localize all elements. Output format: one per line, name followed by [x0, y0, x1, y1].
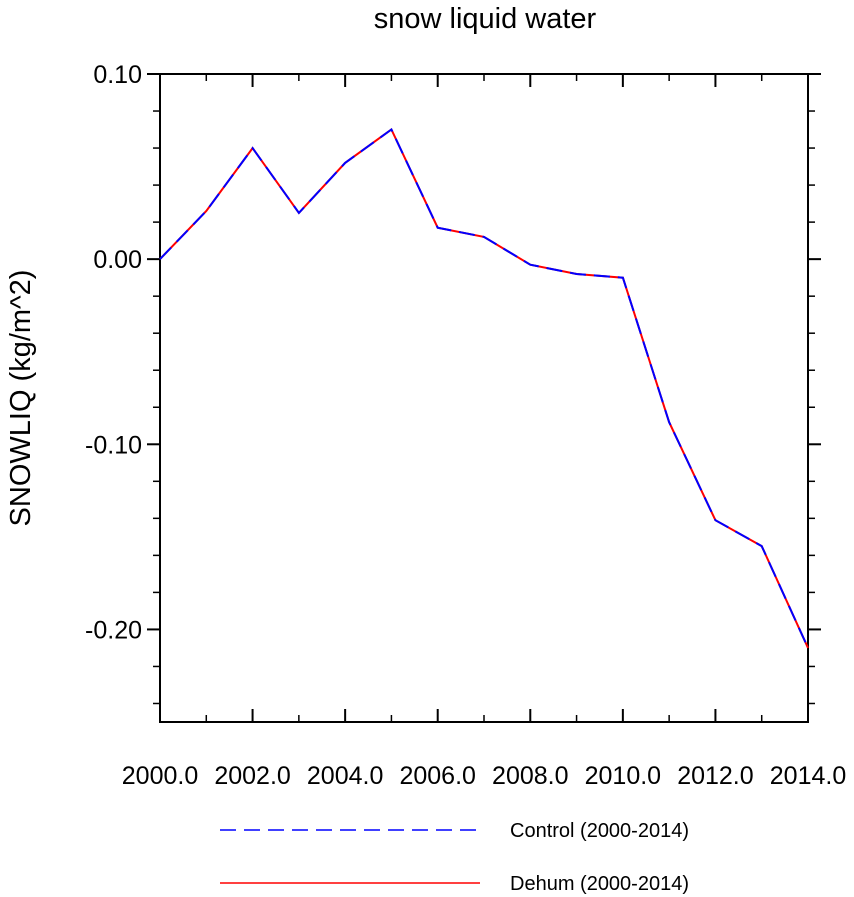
legend-label: Control (2000-2014)	[510, 820, 689, 842]
legend-label: Dehum (2000-2014)	[510, 873, 689, 895]
legend: Control (2000-2014) Dehum (2000-2014)	[220, 820, 689, 895]
plot-frame	[159, 73, 809, 723]
x-tick-label: 2006.0	[399, 762, 475, 790]
x-tick-label: 2008.0	[492, 762, 568, 790]
axis-ticks: 2000.0 2002.0 2004.0 2006.0 2008.0 2010.0 2012…	[85, 61, 846, 790]
y-tick-label: -0.10	[85, 431, 142, 459]
y-tick-label: 0.00	[93, 246, 142, 274]
x-tick-label: 2000.0	[122, 762, 198, 790]
series-line-dehum	[159, 127, 809, 649]
series-line-control	[159, 127, 809, 649]
x-tick-label: 2002.0	[214, 762, 290, 790]
y-axis-label: SNOWLIQ (kg/m^2)	[5, 270, 37, 527]
chart-title: snow liquid water	[374, 3, 597, 35]
x-tick-label: 2012.0	[677, 762, 753, 790]
y-tick-label: -0.20	[85, 616, 142, 644]
y-tick-label: 0.10	[93, 61, 142, 89]
x-tick-label: 2004.0	[307, 762, 383, 790]
x-tick-label: 2014.0	[770, 762, 846, 790]
x-tick-label: 2010.0	[585, 762, 661, 790]
series-layer	[159, 127, 809, 649]
